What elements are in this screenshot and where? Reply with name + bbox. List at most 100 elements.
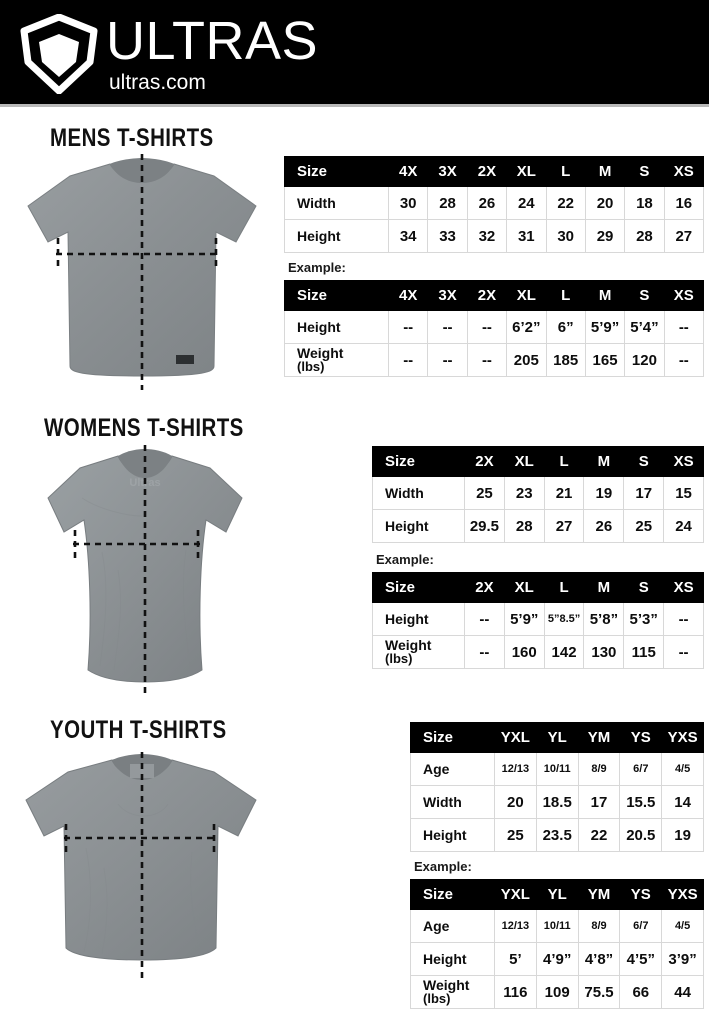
table-cell: 4/5	[661, 752, 704, 786]
column-header-l: L	[545, 280, 586, 311]
table-cell: 17	[623, 476, 665, 510]
youth-example-table: Size YXL YL YM YS YXS Age 12/13 10/11 8/9 6/7 4/5 H…	[410, 879, 704, 1009]
row-label-height: Height	[284, 310, 389, 344]
table-cell: 30	[545, 219, 586, 253]
youth-size-table: Size YXL YL YM YS YXS Age 12/13 10/11 8/9 6/7 4/5 W…	[410, 722, 704, 852]
youth-width-measure-line	[64, 824, 218, 852]
table-cell: --	[427, 310, 468, 344]
column-header-size: Size	[410, 879, 495, 910]
table-cell: 4’9”	[535, 942, 579, 976]
table-cell: 28	[427, 186, 468, 220]
table-row: Width 20 18.5 17 15.5 14	[410, 785, 704, 819]
table-row: Weight (lbs) 116 109 75.5 66 44	[410, 975, 704, 1009]
table-row: Height -- -- -- 6’2” 6” 5’9” 5’4” --	[284, 310, 705, 344]
column-header-yxl: YXL	[494, 879, 537, 910]
table-cell: 20.5	[619, 818, 663, 852]
table-cell: 8/9	[577, 909, 621, 943]
table-cell: 19	[583, 476, 625, 510]
table-cell: 26	[583, 509, 625, 543]
mens-size-table: Size 4X 3X 2X XL L M S XS Width 30 28 26 24 22 20 18 16 H…	[284, 156, 705, 253]
table-cell: 25	[623, 509, 665, 543]
table-cell: 12/13	[494, 909, 537, 943]
womens-width-measure-line	[73, 530, 202, 560]
table-cell: 66	[619, 975, 663, 1009]
column-header-ys: YS	[619, 722, 663, 753]
mens-example-table-block: Example: Size 4X 3X 2X XL L M S XS Height -- -- -- 6…	[284, 260, 705, 377]
table-cell: 27	[543, 509, 585, 543]
table-cell: 22	[577, 818, 621, 852]
youth-tshirt-illustration-icon	[25, 752, 257, 978]
table-header-row: Size YXL YL YM YS YXS	[410, 722, 704, 753]
section-title-womens: WOMENS T-SHIRTS	[44, 414, 244, 442]
row-label-width: Width	[410, 785, 495, 819]
row-label-height: Height	[372, 602, 465, 636]
table-cell: 29	[584, 219, 626, 253]
column-header-ym: YM	[577, 879, 621, 910]
section-title-mens: MENS T-SHIRTS	[50, 124, 214, 152]
table-cell: 6/7	[619, 752, 663, 786]
row-label-height: Height	[410, 818, 495, 852]
table-row: Weight (lbs) -- -- -- 205 185 165 120 --	[284, 343, 705, 377]
brand-name: ULTRAS	[106, 11, 319, 71]
column-header-2x: 2X	[464, 446, 505, 477]
table-row: Width 30 28 26 24 22 20 18 16	[284, 186, 705, 220]
row-label-unit: (lbs)	[423, 991, 451, 1006]
example-label-youth: Example:	[414, 859, 472, 874]
row-label-width: Width	[284, 186, 389, 220]
table-cell: 5’	[494, 942, 537, 976]
column-header-yl: YL	[535, 879, 579, 910]
table-row: Height -- 5’9” 5”8.5” 5’8” 5’3” --	[372, 602, 704, 636]
row-label-height: Height	[284, 219, 389, 253]
column-header-size: Size	[284, 280, 389, 311]
table-cell: 10/11	[535, 909, 579, 943]
column-header-2x: 2X	[466, 156, 508, 187]
table-header-row: Size 2X XL L M S XS	[372, 572, 704, 603]
table-cell: 185	[545, 343, 586, 377]
column-header-m: M	[584, 280, 626, 311]
column-header-m: M	[584, 156, 626, 187]
table-cell: 5’9”	[503, 602, 545, 636]
table-cell: 34	[387, 219, 429, 253]
example-label-womens: Example:	[376, 552, 434, 567]
table-cell: 115	[623, 635, 665, 669]
table-row: Height 25 23.5 22 20.5 19	[410, 818, 704, 852]
row-label-height: Height	[372, 509, 465, 543]
table-cell: 10/11	[535, 752, 579, 786]
column-header-l: L	[545, 156, 586, 187]
row-label-unit: (lbs)	[297, 359, 325, 374]
table-row: Age 12/13 10/11 8/9 6/7 4/5	[410, 752, 704, 786]
table-cell: 29.5	[464, 509, 505, 543]
column-header-2x: 2X	[466, 280, 508, 311]
column-header-xs: XS	[663, 280, 705, 311]
table-cell: 8/9	[577, 752, 621, 786]
table-cell: 33	[427, 219, 468, 253]
table-cell: --	[663, 635, 704, 669]
table-cell: --	[663, 310, 705, 344]
column-header-yl: YL	[535, 722, 579, 753]
column-header-l: L	[543, 446, 585, 477]
table-header-row: Size 2X XL L M S XS	[372, 446, 704, 477]
table-cell: 5’4”	[624, 310, 665, 344]
column-header-yxs: YXS	[661, 879, 704, 910]
table-row: Width 25 23 21 19 17 15	[372, 476, 704, 510]
youth-size-table-block: Size YXL YL YM YS YXS Age 12/13 10/11 8/9 6/7 4/5 W…	[410, 722, 704, 852]
table-cell: 20	[494, 785, 537, 819]
header-divider	[0, 104, 709, 107]
table-row: Height 29.5 28 27 26 25 24	[372, 509, 704, 543]
row-label-width: Width	[372, 476, 465, 510]
table-row: Weight (lbs) -- 160 142 130 115 --	[372, 635, 704, 669]
table-cell: --	[387, 310, 429, 344]
column-header-xl: XL	[506, 280, 547, 311]
column-header-xl: XL	[506, 156, 547, 187]
column-header-4x: 4X	[387, 280, 429, 311]
table-cell: 205	[506, 343, 547, 377]
row-label-weight: Weight (lbs)	[284, 343, 389, 377]
row-label-age: Age	[410, 909, 495, 943]
column-header-size: Size	[372, 446, 465, 477]
column-header-ym: YM	[577, 722, 621, 753]
womens-example-table-block: Example: Size 2X XL L M S XS Height -- 5’9” 5”8.5…	[372, 552, 704, 669]
table-cell: 5”8.5”	[543, 602, 585, 636]
table-cell: 12/13	[494, 752, 537, 786]
brand-url: ultras.com	[109, 71, 206, 94]
row-label-weight: Weight (lbs)	[410, 975, 495, 1009]
